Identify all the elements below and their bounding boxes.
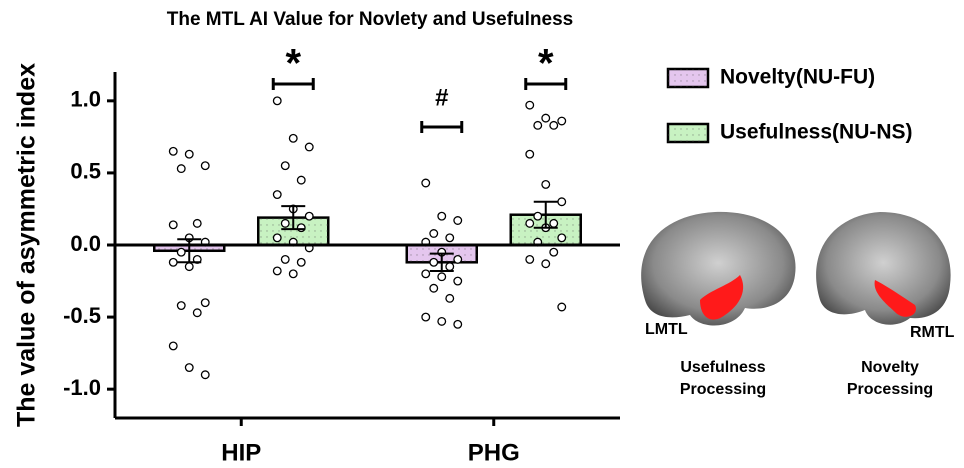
- data-point: [273, 97, 281, 105]
- legend-texture: [668, 124, 708, 142]
- brain-left: [641, 212, 795, 326]
- data-point: [289, 270, 297, 278]
- y-tick-label: -1.0: [63, 375, 101, 400]
- legend-label: Usefulness(NU-NS): [720, 121, 913, 144]
- y-axis-label: The value of asymmetric index: [13, 63, 41, 427]
- data-point: [185, 150, 193, 158]
- data-point: [305, 212, 313, 220]
- brain-label: LMTL: [645, 321, 688, 338]
- data-point: [550, 122, 558, 130]
- data-point: [201, 299, 209, 307]
- data-point: [526, 101, 534, 109]
- brain-caption: Novelty: [861, 359, 919, 376]
- data-point: [177, 165, 185, 173]
- data-point: [550, 248, 558, 256]
- data-point: [430, 259, 438, 267]
- y-tick-label: 0.5: [70, 159, 101, 184]
- y-tick-label: 0.0: [70, 231, 101, 256]
- data-point: [430, 230, 438, 238]
- data-point: [305, 143, 313, 151]
- data-point: [422, 179, 430, 187]
- data-point: [273, 267, 281, 275]
- sig-marker: #: [435, 84, 448, 111]
- data-point: [273, 234, 281, 242]
- data-point: [297, 224, 305, 232]
- data-point: [438, 212, 446, 220]
- data-point: [273, 191, 281, 199]
- data-point: [446, 295, 454, 303]
- data-point: [454, 256, 462, 264]
- data-point: [169, 259, 177, 267]
- brain-caption: Usefulness: [680, 359, 765, 376]
- data-point: [446, 234, 454, 242]
- data-point: [169, 221, 177, 229]
- data-point: [526, 256, 534, 264]
- y-tick-label: 1.0: [70, 87, 101, 112]
- data-point: [169, 342, 177, 350]
- data-point: [526, 220, 534, 228]
- brain-right: [816, 212, 951, 325]
- data-point: [558, 234, 566, 242]
- data-point: [281, 162, 289, 170]
- data-point: [454, 277, 462, 285]
- data-point: [542, 181, 550, 189]
- legend-texture: [668, 69, 708, 87]
- sig-marker: *: [538, 42, 554, 86]
- data-point: [542, 260, 550, 268]
- data-point: [193, 309, 201, 317]
- data-point: [558, 198, 566, 206]
- data-point: [193, 220, 201, 228]
- data-point: [297, 176, 305, 184]
- data-point: [422, 313, 430, 321]
- data-point: [185, 263, 193, 271]
- data-point: [542, 114, 550, 122]
- data-point: [422, 270, 430, 278]
- chart-title: The MTL AI Value for Novlety and Usefuln…: [167, 9, 573, 30]
- x-tick-label: PHG: [468, 439, 520, 466]
- data-point: [201, 371, 209, 379]
- data-point: [281, 220, 289, 228]
- data-point: [454, 217, 462, 225]
- data-point: [177, 248, 185, 256]
- legend-label: Novelty(NU-FU): [720, 66, 875, 89]
- brain-caption: Processing: [847, 381, 933, 398]
- chart: The MTL AI Value for Novlety and Usefuln…: [0, 0, 964, 468]
- data-point: [446, 263, 454, 271]
- data-point: [281, 256, 289, 264]
- data-point: [534, 122, 542, 130]
- brain-label: RMTL: [910, 324, 955, 341]
- data-point: [454, 320, 462, 328]
- data-point: [185, 364, 193, 372]
- x-tick-label: HIP: [221, 439, 261, 466]
- data-point: [558, 303, 566, 311]
- data-point: [438, 273, 446, 281]
- data-point: [289, 135, 297, 143]
- brain-caption: Processing: [680, 381, 766, 398]
- data-point: [177, 302, 185, 310]
- data-point: [169, 147, 177, 155]
- data-point: [550, 220, 558, 228]
- y-tick-label: -0.5: [63, 303, 101, 328]
- data-point: [526, 150, 534, 158]
- data-point: [438, 318, 446, 326]
- data-point: [297, 259, 305, 267]
- data-point: [558, 117, 566, 125]
- data-point: [430, 284, 438, 292]
- data-point: [534, 212, 542, 220]
- sig-marker: *: [285, 42, 301, 86]
- data-point: [201, 162, 209, 170]
